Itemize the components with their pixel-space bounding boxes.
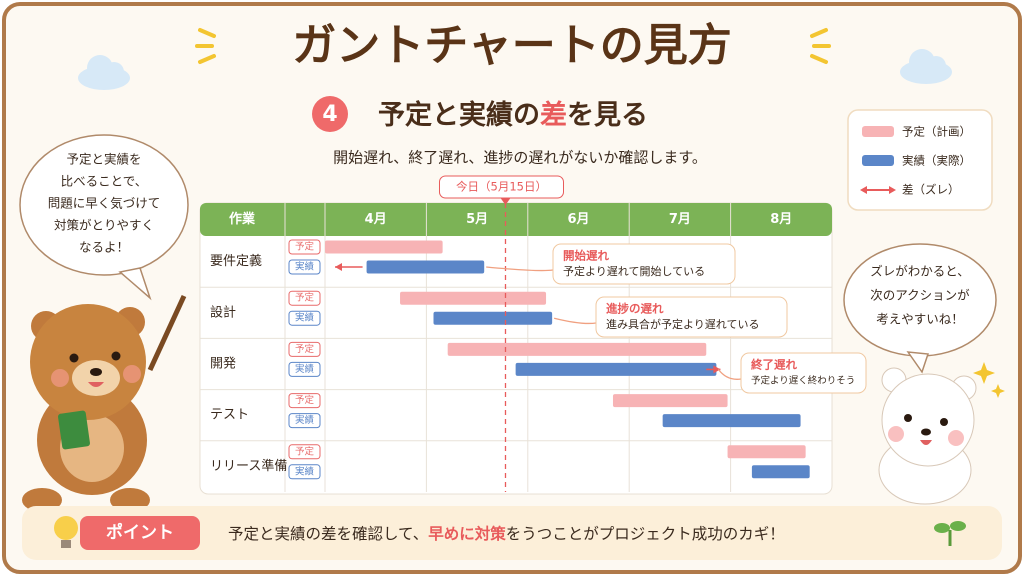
point-label-box xyxy=(80,516,200,550)
step-title-part: 差 xyxy=(540,99,567,131)
gantt-bar xyxy=(662,414,801,428)
x-tick-label: 4月 xyxy=(365,212,387,227)
step-number: 4 xyxy=(322,102,337,127)
today-pointer xyxy=(500,198,511,205)
bubble-text: ズレがわかると、 xyxy=(870,264,970,279)
callout-title: 進捗の遅れ xyxy=(606,302,664,316)
gantt-bar xyxy=(612,394,728,408)
task-label: 要件定義 xyxy=(210,253,262,269)
bubble-text: 次のアクションが xyxy=(870,288,970,303)
series-tag-label: 実績 xyxy=(295,261,315,273)
header-bar xyxy=(200,203,832,236)
legend-swatch xyxy=(862,155,894,166)
x-tick-label: 7月 xyxy=(669,212,691,227)
gantt-bar xyxy=(400,291,547,305)
step-title-part: 予定と実績の xyxy=(378,99,540,131)
bear-illustration xyxy=(878,362,1005,505)
callout-title: 開始遅れ xyxy=(563,249,609,263)
point-text-part: 予定と実績の差を確認して、 xyxy=(228,525,428,543)
difference-arrow xyxy=(713,365,721,374)
series-tag-label: 予定 xyxy=(295,292,315,304)
series-tag xyxy=(288,464,321,480)
speech-bubble xyxy=(19,134,189,276)
sparkles xyxy=(195,28,831,64)
step-badge xyxy=(312,96,348,132)
series-tag xyxy=(288,413,321,429)
point-banner xyxy=(22,506,1002,560)
bubble-text: 対策がとりやすく xyxy=(54,218,154,233)
series-tag xyxy=(288,239,321,255)
difference-arrow xyxy=(335,263,342,271)
callout-text: 進み具合が予定より遅れている xyxy=(606,317,759,331)
bubble-text: 予定と実績を xyxy=(66,152,141,167)
bubble-tail xyxy=(906,351,930,374)
series-tag xyxy=(288,444,321,460)
task-label: 開発 xyxy=(210,357,236,372)
sprout-icon xyxy=(934,521,966,546)
series-tag xyxy=(288,341,321,357)
gantt-bar xyxy=(447,342,707,356)
callout-box xyxy=(552,243,736,285)
series-tag-label: 予定 xyxy=(295,445,315,457)
callout-title: 終了遅れ xyxy=(751,358,797,372)
title: ガントチャートの見方 xyxy=(292,20,732,71)
bulb-icon xyxy=(61,540,71,548)
series-tag-label: 予定 xyxy=(295,241,315,253)
gantt-bar xyxy=(727,445,806,459)
legend-label: 予定（計画） xyxy=(902,125,971,139)
task-label: 設計 xyxy=(210,304,236,320)
series-tag xyxy=(288,361,321,377)
bubble-text: 問題に早く気づけて xyxy=(48,196,161,211)
series-tag-label: 予定 xyxy=(295,394,315,406)
series-tag xyxy=(288,393,321,409)
point-text-part: をうつことがプロジェクト成功のカギ！ xyxy=(506,525,785,543)
callout-connector xyxy=(553,317,597,325)
gantt-bar xyxy=(433,311,553,325)
today-label: 今日（5月15日） xyxy=(456,180,547,194)
series-tag-label: 実績 xyxy=(295,363,315,375)
callout-text: 予定より遅れて開始している xyxy=(563,264,705,278)
description: 開始遅れ、終了遅れ、進捗の遅れがないか確認します。 xyxy=(333,149,707,167)
task-label: テスト xyxy=(210,408,249,423)
point-text-part: 早めに対策 xyxy=(428,524,506,543)
task-label: リリース準備 xyxy=(210,458,287,474)
series-tag xyxy=(288,290,321,306)
callout-connector xyxy=(717,369,742,380)
gantt-bar xyxy=(515,362,717,376)
bulb-icon xyxy=(54,516,78,540)
bubble-text: なるよ！ xyxy=(79,240,129,255)
callout-box xyxy=(595,296,788,338)
x-tick-label: 8月 xyxy=(770,212,792,227)
legend-swatch xyxy=(862,126,894,137)
series-tag-label: 実績 xyxy=(295,312,315,324)
callout-connector xyxy=(486,266,554,272)
x-tick-label: 5月 xyxy=(466,212,488,227)
point-label: ポイント xyxy=(106,522,174,543)
point-text: 予定と実績の差を確認して、早めに対策をうつことがプロジェクト成功のカギ！ xyxy=(228,524,785,543)
callout-box xyxy=(740,352,867,394)
series-tag-label: 予定 xyxy=(295,343,315,355)
legend-label: 差（ズレ） xyxy=(902,183,960,197)
x-tick-label: 6月 xyxy=(567,212,589,227)
step-title-part: を見る xyxy=(567,100,648,131)
series-tag xyxy=(288,259,321,275)
bubble-tail xyxy=(118,267,152,301)
clouds xyxy=(78,49,952,90)
gantt-bar xyxy=(325,240,443,254)
legend-label: 実績（実際） xyxy=(902,154,971,168)
gantt-bar xyxy=(366,260,485,274)
bubble-text: 比べることで、 xyxy=(61,174,148,189)
series-tag-label: 実績 xyxy=(295,414,315,426)
gantt-bar xyxy=(751,465,810,479)
series-tag xyxy=(288,310,321,326)
step-title: 予定と実績の差を見る xyxy=(378,99,648,131)
series-tag-label: 実績 xyxy=(295,465,315,477)
task-header: 作業 xyxy=(229,211,256,227)
bubble-text: 考えやすいね！ xyxy=(876,312,964,327)
callout-text: 予定より遅く終わりそう xyxy=(751,375,855,387)
